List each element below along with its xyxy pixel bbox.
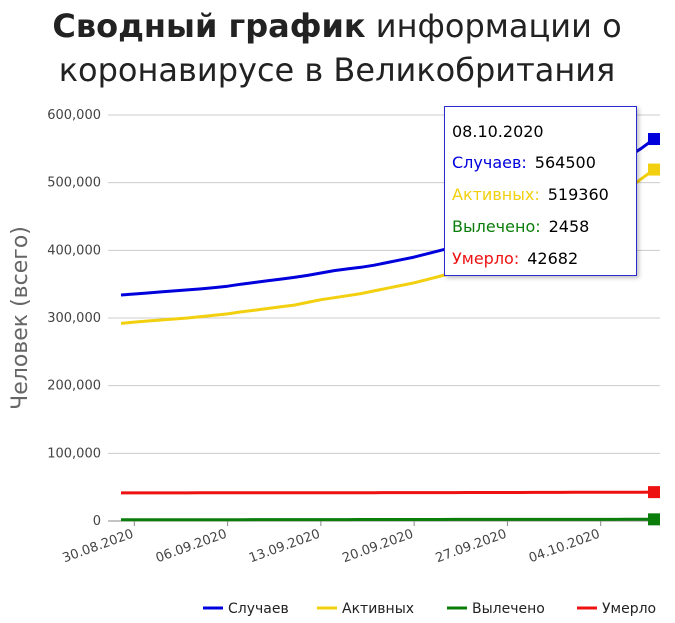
legend-label[interactable]: Случаев — [228, 601, 289, 617]
x-tick-label: 04.10.2020 — [527, 527, 602, 567]
tooltip-value-deaths: 42682 — [527, 249, 579, 268]
x-tick-label: 30.08.2020 — [61, 527, 136, 567]
y-tick-label: 0 — [93, 514, 101, 529]
legend[interactable]: Случаев Активных Вылечено Умерло — [203, 601, 656, 617]
tooltip-label-deaths: Умерло: — [452, 249, 520, 268]
series-line — [121, 517, 654, 522]
x-tick-label: 20.09.2020 — [340, 527, 415, 567]
legend-label[interactable]: Активных — [342, 601, 414, 617]
tooltip-row-active: Активных: 519360 — [452, 179, 636, 211]
y-tick-label: 200,000 — [47, 379, 101, 394]
series-line — [121, 490, 655, 495]
x-tick-label: 06.09.2020 — [154, 527, 229, 567]
y-axis-ticks: 0 100,000 200,000 300,000 400,000 500,000 600,… — [47, 108, 101, 529]
series-markers — [648, 133, 660, 526]
tooltip-label-active: Активных: — [452, 185, 540, 204]
tooltip-row-cases: Случаев: 564500 — [452, 147, 636, 179]
tooltip-value-cases: 564500 — [534, 153, 596, 172]
x-tick-label: 13.09.2020 — [247, 527, 322, 567]
chart-title-rest: информации о — [376, 7, 622, 45]
y-tick-label: 300,000 — [47, 311, 101, 326]
series-end-marker[interactable] — [648, 486, 660, 499]
chart-title-line2: коронавирусе в Великобритания — [59, 51, 616, 89]
y-tick-label: 100,000 — [47, 446, 101, 461]
tooltip: 08.10.2020 Случаев: 564500 Активных: 51936… — [444, 106, 637, 276]
legend-label[interactable]: Вылечено — [472, 601, 545, 617]
tooltip-value-recovered: 2458 — [548, 217, 590, 236]
x-axis-ticks: 30.08.2020 06.09.2020 13.09.2020 20.09.2020… — [61, 521, 602, 566]
tooltip-label-recovered: Вылечено: — [452, 217, 541, 236]
y-tick-label: 400,000 — [47, 243, 101, 258]
tooltip-value-active: 519360 — [547, 185, 609, 204]
y-axis-label: Человек (всего) — [8, 226, 33, 410]
chart-title-bold: Сводный график — [52, 7, 366, 45]
series-end-marker[interactable] — [648, 133, 660, 146]
x-tick-label: 27.09.2020 — [434, 527, 509, 567]
series-end-marker[interactable] — [648, 163, 660, 176]
tooltip-row-deaths: Умерло: 42682 — [452, 243, 636, 275]
series-end-marker[interactable] — [648, 513, 660, 526]
tooltip-label-cases: Случаев: — [452, 153, 527, 172]
y-tick-label: 600,000 — [47, 108, 101, 123]
chart-title-line1: Сводный график информации о — [52, 7, 621, 45]
y-tick-label: 500,000 — [47, 176, 101, 191]
tooltip-row-recovered: Вылечено: 2458 — [452, 211, 636, 243]
tooltip-date: 08.10.2020 — [452, 122, 544, 141]
legend-label[interactable]: Умерло — [602, 601, 656, 617]
